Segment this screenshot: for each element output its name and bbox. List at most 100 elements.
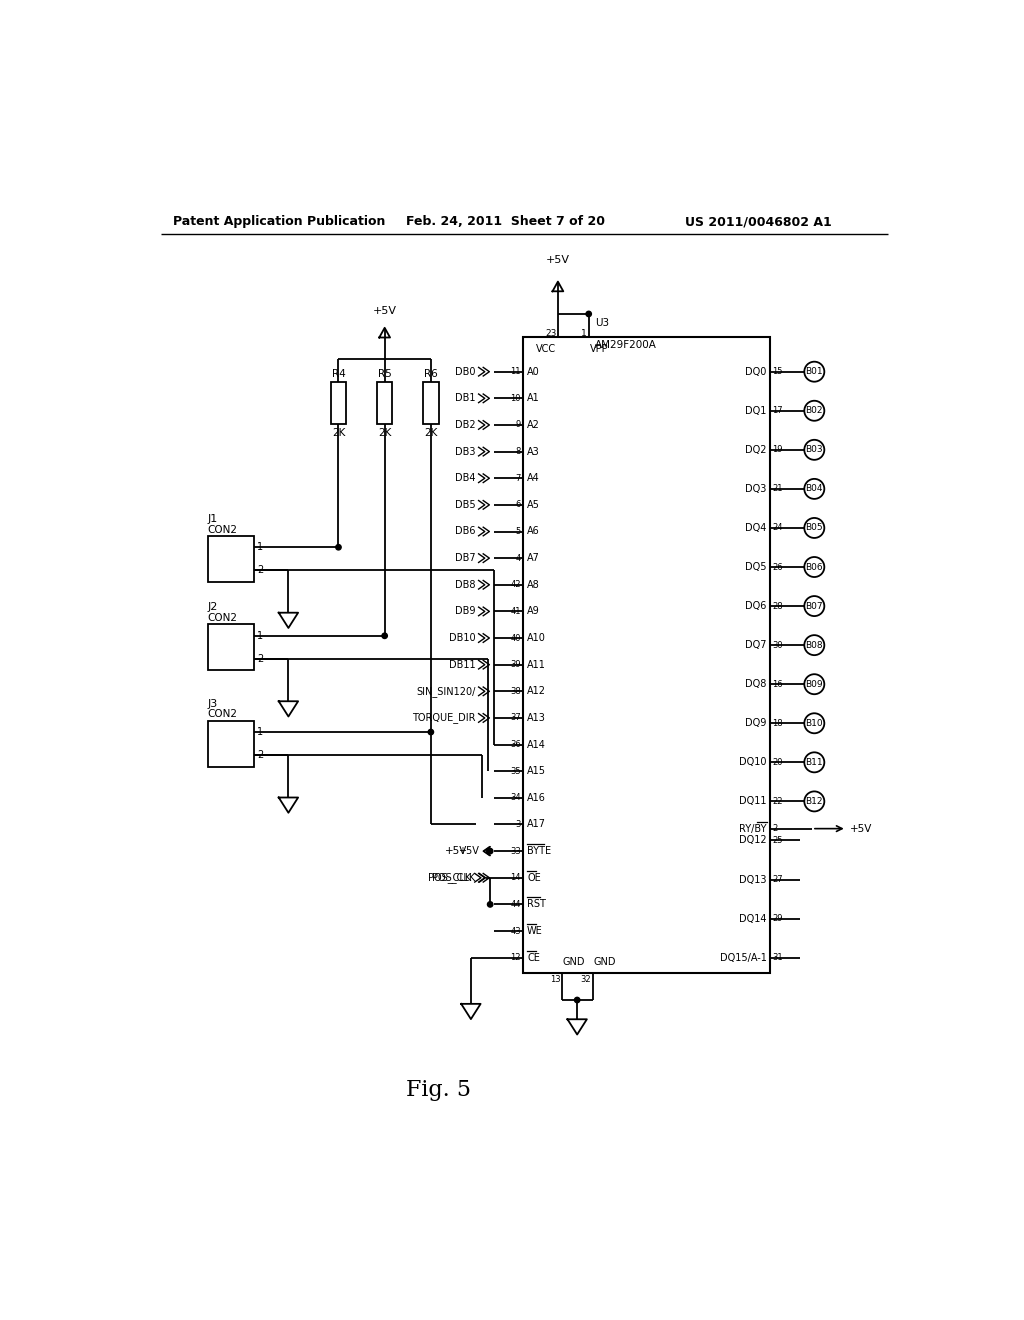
Text: VPP: VPP bbox=[590, 343, 609, 354]
Text: 24: 24 bbox=[772, 524, 782, 532]
Text: 20: 20 bbox=[772, 758, 782, 767]
Text: DB10: DB10 bbox=[449, 634, 475, 643]
Text: B11: B11 bbox=[806, 758, 823, 767]
Text: 29: 29 bbox=[772, 913, 782, 923]
Text: 16: 16 bbox=[772, 680, 782, 689]
Bar bbox=[331, 381, 346, 424]
Text: DQ11: DQ11 bbox=[739, 796, 767, 807]
Text: J1: J1 bbox=[208, 513, 218, 524]
Text: 1: 1 bbox=[257, 543, 263, 552]
Text: +5V: +5V bbox=[444, 846, 467, 857]
Text: 3: 3 bbox=[515, 820, 521, 829]
Text: 30: 30 bbox=[772, 640, 782, 649]
Text: 7: 7 bbox=[515, 474, 521, 483]
Text: 13: 13 bbox=[550, 974, 560, 983]
Text: B02: B02 bbox=[806, 407, 823, 416]
Text: A7: A7 bbox=[527, 553, 540, 564]
Text: DB2: DB2 bbox=[455, 420, 475, 430]
Text: POS_CLK: POS_CLK bbox=[432, 873, 475, 883]
Text: US 2011/0046802 A1: US 2011/0046802 A1 bbox=[685, 215, 831, 228]
Text: 17: 17 bbox=[772, 407, 782, 416]
Text: 35: 35 bbox=[510, 767, 521, 776]
Text: A16: A16 bbox=[527, 793, 546, 803]
Bar bbox=[208, 536, 254, 582]
Text: 8: 8 bbox=[515, 447, 521, 457]
Text: A0: A0 bbox=[527, 367, 540, 376]
Text: DB4: DB4 bbox=[455, 474, 475, 483]
Text: DB0: DB0 bbox=[455, 367, 475, 376]
Text: RY/BY: RY/BY bbox=[739, 824, 767, 834]
Circle shape bbox=[574, 998, 580, 1003]
Text: J2: J2 bbox=[208, 602, 218, 612]
Text: 38: 38 bbox=[510, 686, 521, 696]
Text: DQ1: DQ1 bbox=[745, 405, 767, 416]
Text: R5: R5 bbox=[378, 370, 391, 379]
Text: DB8: DB8 bbox=[455, 579, 475, 590]
Text: A10: A10 bbox=[527, 634, 546, 643]
Text: +5V: +5V bbox=[458, 846, 478, 857]
Text: 1: 1 bbox=[257, 631, 263, 640]
Text: A9: A9 bbox=[527, 606, 540, 616]
Text: GND: GND bbox=[593, 957, 615, 966]
Text: U3: U3 bbox=[595, 318, 609, 329]
Text: 39: 39 bbox=[510, 660, 521, 669]
Text: B09: B09 bbox=[806, 680, 823, 689]
Circle shape bbox=[428, 730, 433, 735]
Text: 33: 33 bbox=[510, 846, 521, 855]
Text: 9: 9 bbox=[516, 421, 521, 429]
Text: B10: B10 bbox=[806, 719, 823, 727]
Circle shape bbox=[586, 312, 592, 317]
Bar bbox=[523, 337, 770, 973]
Text: DQ10: DQ10 bbox=[739, 758, 767, 767]
Text: A14: A14 bbox=[527, 739, 546, 750]
Text: WE: WE bbox=[527, 927, 543, 936]
Text: DB5: DB5 bbox=[455, 500, 475, 510]
Text: RST: RST bbox=[527, 899, 546, 909]
Text: 28: 28 bbox=[772, 602, 782, 611]
Text: 2K: 2K bbox=[332, 428, 345, 438]
Text: 5: 5 bbox=[516, 527, 521, 536]
Text: 2: 2 bbox=[772, 824, 777, 833]
Text: B12: B12 bbox=[806, 797, 823, 807]
Circle shape bbox=[336, 545, 341, 550]
Text: A17: A17 bbox=[527, 820, 546, 829]
Bar bbox=[208, 624, 254, 671]
Text: 25: 25 bbox=[772, 836, 782, 845]
Text: 41: 41 bbox=[510, 607, 521, 616]
Text: B04: B04 bbox=[806, 484, 823, 494]
Text: A5: A5 bbox=[527, 500, 540, 510]
Text: +5V: +5V bbox=[850, 824, 872, 834]
Text: 44: 44 bbox=[510, 900, 521, 909]
Text: SIN_SIN120/: SIN_SIN120/ bbox=[416, 686, 475, 697]
Text: J3: J3 bbox=[208, 698, 218, 709]
Text: OE: OE bbox=[527, 873, 541, 883]
Text: DQ15/A-1: DQ15/A-1 bbox=[720, 953, 767, 962]
Text: 32: 32 bbox=[581, 974, 591, 983]
Bar bbox=[423, 381, 438, 424]
Text: 27: 27 bbox=[772, 875, 782, 884]
Text: TORQUE_DIR: TORQUE_DIR bbox=[412, 713, 475, 723]
Text: 26: 26 bbox=[772, 562, 782, 572]
Text: A11: A11 bbox=[527, 660, 546, 669]
Text: B03: B03 bbox=[806, 445, 823, 454]
Text: DQ5: DQ5 bbox=[745, 562, 767, 572]
Text: CE: CE bbox=[527, 953, 540, 962]
Text: GND: GND bbox=[562, 957, 585, 966]
Text: POS_CLK: POS_CLK bbox=[428, 873, 472, 883]
Text: CON2: CON2 bbox=[208, 524, 238, 535]
Bar bbox=[208, 721, 254, 767]
Text: +5V: +5V bbox=[373, 306, 396, 315]
Text: A8: A8 bbox=[527, 579, 540, 590]
Text: 23: 23 bbox=[545, 329, 556, 338]
Text: 18: 18 bbox=[772, 719, 782, 727]
Text: +5V: +5V bbox=[546, 255, 570, 265]
Circle shape bbox=[486, 849, 493, 854]
Text: 2K: 2K bbox=[378, 428, 391, 438]
Text: 1: 1 bbox=[257, 727, 263, 737]
Text: 36: 36 bbox=[510, 741, 521, 748]
Text: A3: A3 bbox=[527, 446, 540, 457]
Text: Feb. 24, 2011  Sheet 7 of 20: Feb. 24, 2011 Sheet 7 of 20 bbox=[407, 215, 605, 228]
Text: DQ0: DQ0 bbox=[745, 367, 767, 376]
Text: A13: A13 bbox=[527, 713, 546, 723]
Text: A6: A6 bbox=[527, 527, 540, 536]
